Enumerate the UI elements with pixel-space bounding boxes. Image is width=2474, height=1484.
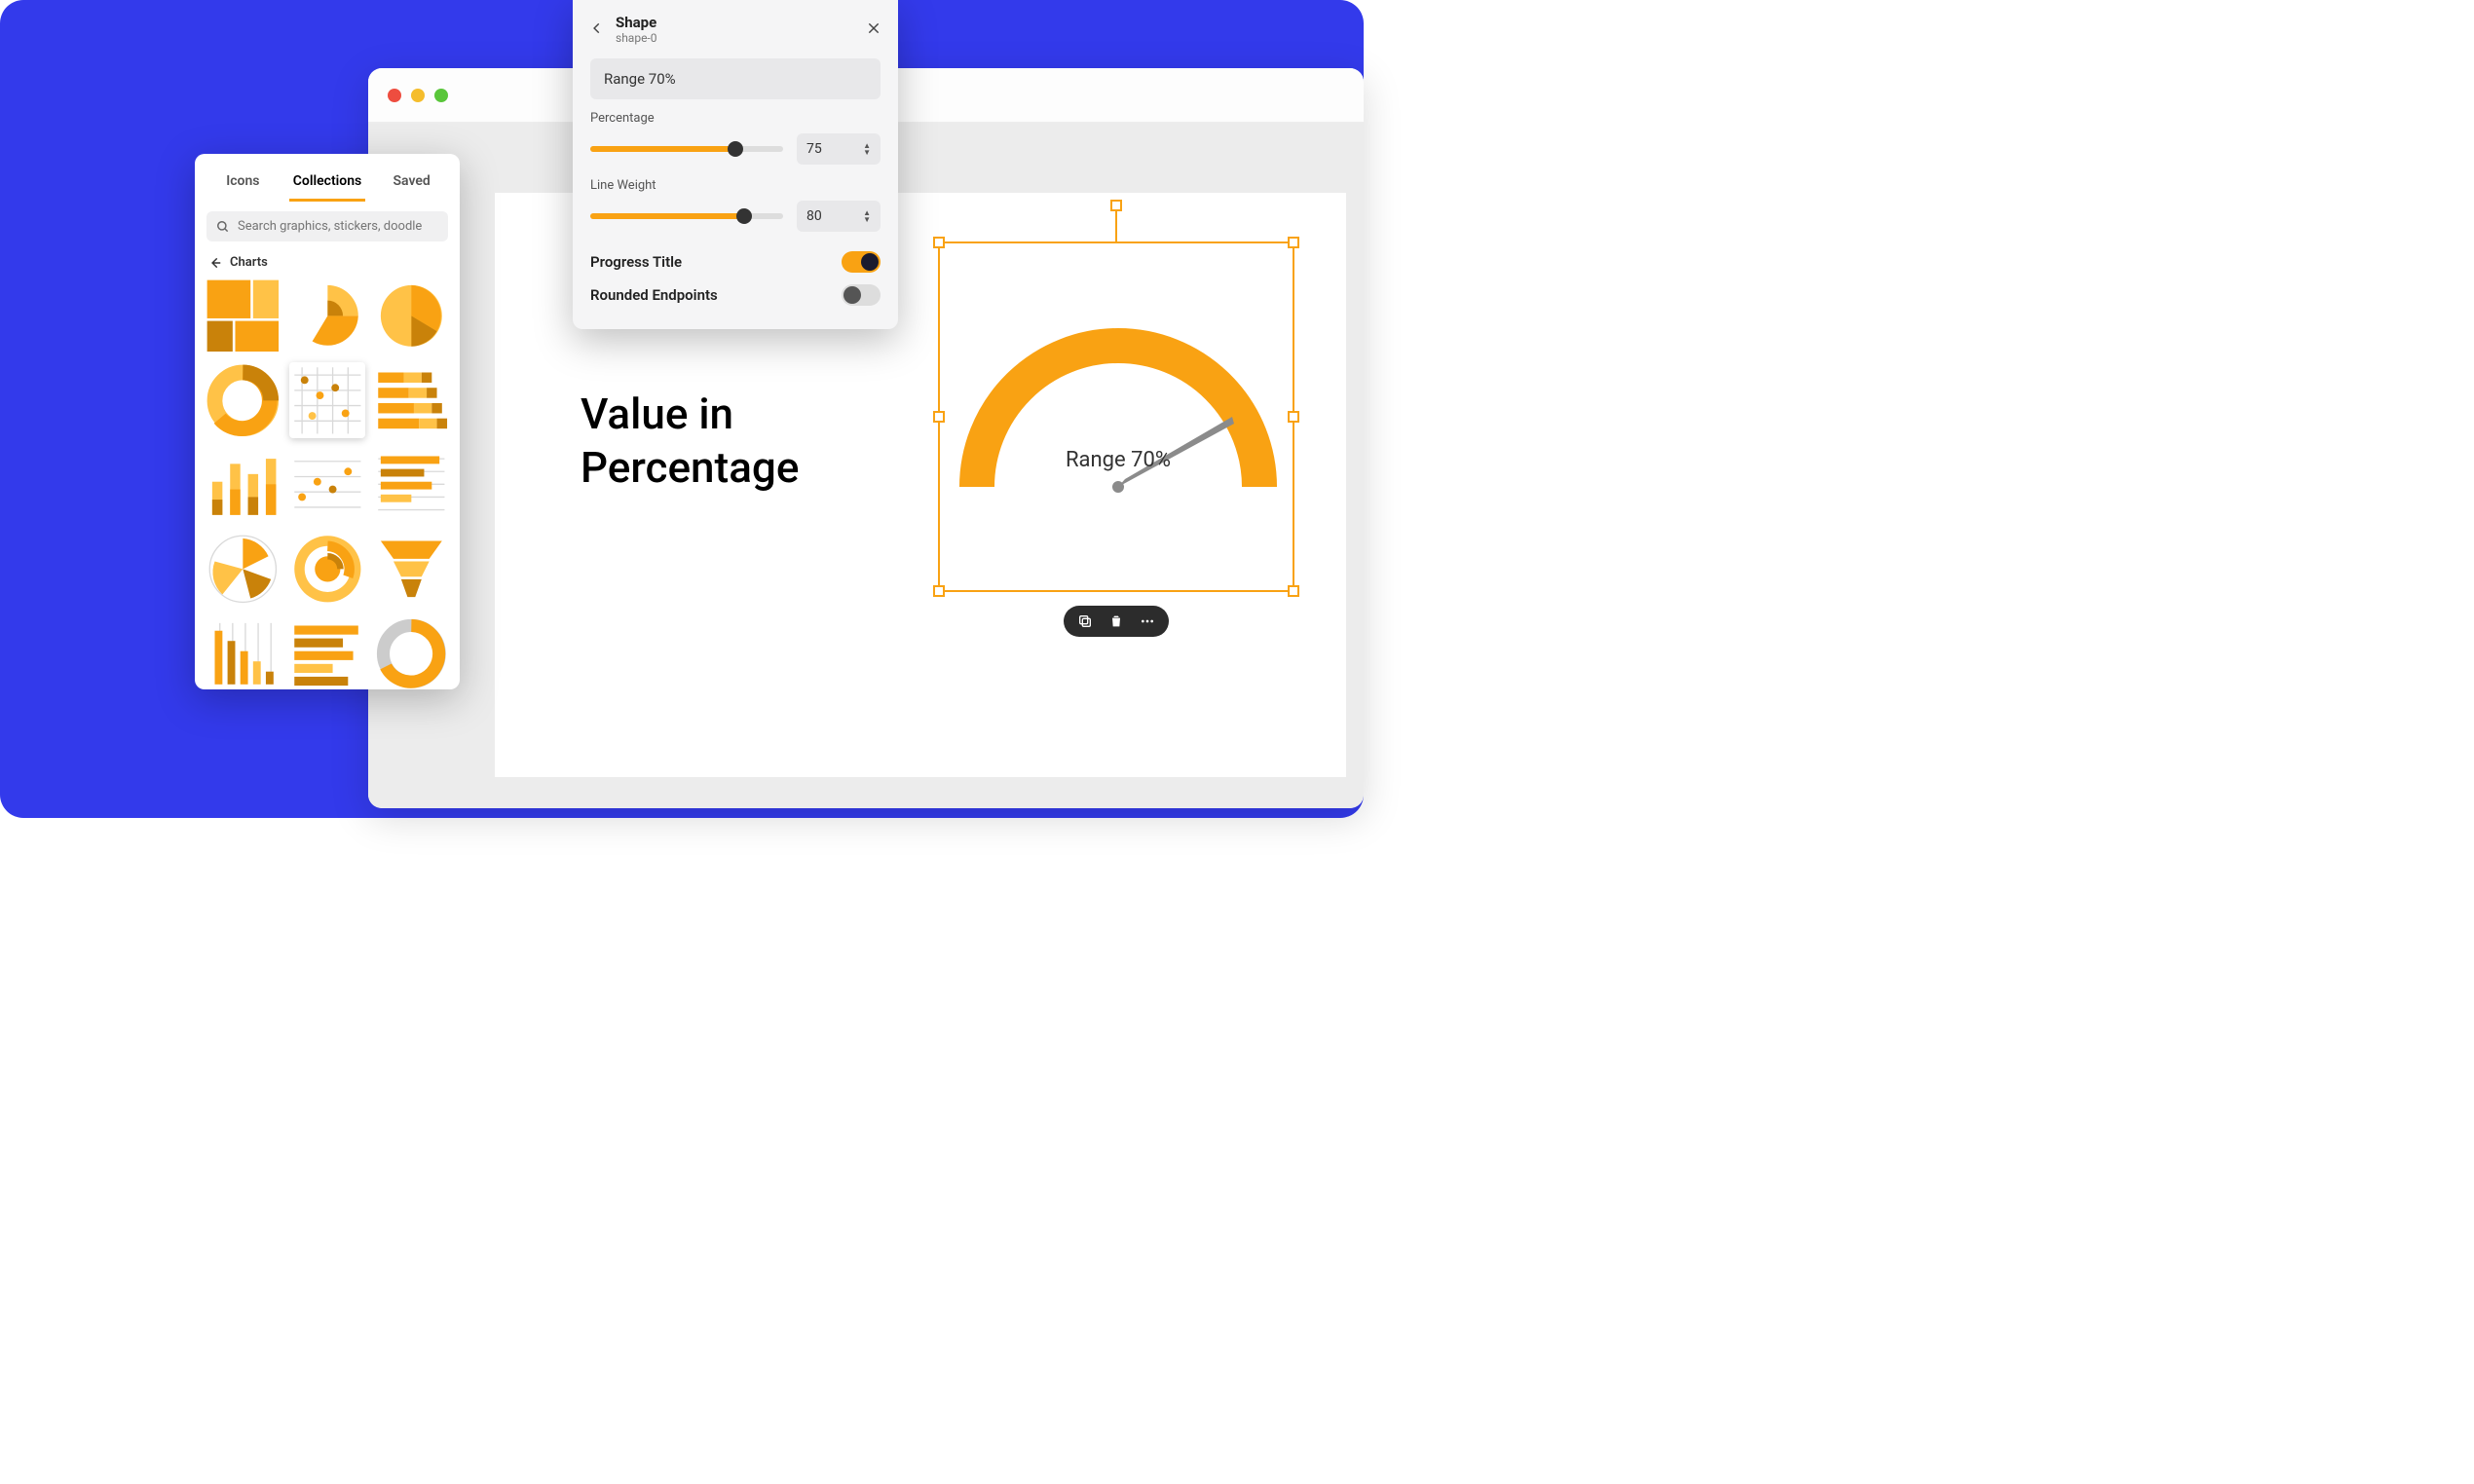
- collections-tabs: Icons Collections Saved: [195, 154, 460, 202]
- search-field[interactable]: [206, 211, 448, 241]
- duplicate-icon: [1077, 613, 1093, 629]
- trash-icon: [1108, 613, 1124, 629]
- chart-item-gantt[interactable]: [289, 615, 366, 689]
- resize-handle-tr[interactable]: [1288, 237, 1299, 248]
- delete-button[interactable]: [1108, 613, 1124, 629]
- resize-handle-mr[interactable]: [1288, 411, 1299, 423]
- chart-item-dot-line[interactable]: [289, 446, 366, 523]
- close-icon: [867, 21, 881, 35]
- chart-item-waterfall[interactable]: [205, 615, 281, 689]
- chart-item-donut[interactable]: [205, 362, 281, 439]
- percentage-slider-knob[interactable]: [728, 141, 743, 157]
- chart-item-nested-pie[interactable]: [289, 278, 366, 354]
- chart-item-scatter-grid[interactable]: [289, 362, 366, 439]
- gauge-shape[interactable]: Range 70%: [959, 312, 1277, 510]
- search-input[interactable]: [238, 219, 438, 234]
- tab-saved[interactable]: Saved: [373, 167, 450, 202]
- chart-item-stacked-bar-h[interactable]: [373, 362, 450, 439]
- chart-item-sunburst[interactable]: [289, 531, 366, 608]
- search-icon: [216, 220, 230, 234]
- tab-collections[interactable]: Collections: [289, 167, 366, 202]
- selection-action-bar: [1064, 606, 1169, 637]
- collections-panel: Icons Collections Saved Charts: [195, 154, 460, 689]
- back-arrow-icon: [208, 256, 222, 270]
- chart-item-treemap[interactable]: [205, 278, 281, 354]
- minimize-window-button[interactable]: [411, 89, 425, 102]
- panel-subtitle: shape-0: [616, 31, 855, 45]
- breadcrumb-label: Charts: [230, 255, 268, 270]
- line-weight-stepper[interactable]: 80 ▲▼: [797, 201, 881, 232]
- slide-title-line1: Value in: [581, 389, 733, 439]
- more-button[interactable]: [1140, 613, 1155, 629]
- shape-properties-panel: Shape shape-0 Range 70% Percentage 75 ▲▼…: [573, 0, 898, 329]
- percentage-value: 75: [806, 141, 822, 157]
- resize-handle-tl[interactable]: [933, 237, 945, 248]
- back-button[interactable]: [590, 20, 604, 39]
- line-weight-label: Line Weight: [590, 178, 881, 193]
- line-weight-value: 80: [806, 208, 822, 224]
- chart-item-funnel[interactable]: [373, 531, 450, 608]
- chart-item-progress-ring[interactable]: [373, 615, 450, 689]
- maximize-window-button[interactable]: [434, 89, 448, 102]
- chart-item-grouped-bar[interactable]: [205, 446, 281, 523]
- more-icon: [1140, 613, 1155, 629]
- charts-grid-scroll[interactable]: [195, 278, 460, 689]
- progress-title-toggle[interactable]: [842, 251, 881, 273]
- rounded-endpoints-toggle[interactable]: [842, 284, 881, 306]
- chart-item-h-bars[interactable]: [373, 446, 450, 523]
- percentage-stepper[interactable]: 75 ▲▼: [797, 133, 881, 165]
- slide-title[interactable]: Value in Percentage: [581, 388, 799, 495]
- chart-item-fan-chart[interactable]: [205, 531, 281, 608]
- percentage-slider[interactable]: [590, 146, 783, 152]
- percentage-slider-fill: [590, 146, 735, 152]
- close-panel-button[interactable]: [867, 19, 881, 40]
- slide-title-line2: Percentage: [581, 442, 799, 493]
- line-weight-step-down[interactable]: ▼: [863, 216, 871, 223]
- percentage-label: Percentage: [590, 111, 881, 126]
- gauge-svg: [959, 312, 1277, 506]
- progress-title-label: Progress Title: [590, 253, 682, 271]
- range-label-field[interactable]: Range 70%: [590, 58, 881, 99]
- duplicate-button[interactable]: [1077, 613, 1093, 629]
- selection-frame[interactable]: Range 70%: [938, 241, 1294, 592]
- tab-icons[interactable]: Icons: [205, 167, 281, 202]
- line-weight-slider-fill: [590, 213, 744, 219]
- close-window-button[interactable]: [388, 89, 401, 102]
- charts-grid: [205, 278, 450, 689]
- line-weight-slider[interactable]: [590, 213, 783, 219]
- gauge-title: Range 70%: [959, 448, 1277, 472]
- panel-title: Shape: [616, 14, 855, 31]
- percentage-step-down[interactable]: ▼: [863, 149, 871, 156]
- rotate-stem: [1115, 206, 1117, 243]
- panel-header: Shape shape-0: [590, 14, 881, 45]
- chevron-left-icon: [590, 21, 604, 35]
- chart-item-pie[interactable]: [373, 278, 450, 354]
- rotate-handle[interactable]: [1110, 200, 1122, 211]
- resize-handle-bl[interactable]: [933, 585, 945, 597]
- line-weight-slider-knob[interactable]: [736, 208, 752, 224]
- breadcrumb[interactable]: Charts: [195, 251, 460, 278]
- rounded-endpoints-label: Rounded Endpoints: [590, 286, 718, 304]
- resize-handle-br[interactable]: [1288, 585, 1299, 597]
- resize-handle-ml[interactable]: [933, 411, 945, 423]
